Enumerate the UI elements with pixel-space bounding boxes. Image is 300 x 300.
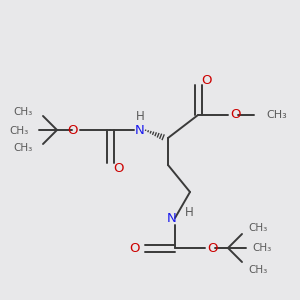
Text: CH₃: CH₃ [14,107,33,117]
Text: CH₃: CH₃ [248,223,267,233]
Text: CH₃: CH₃ [248,265,267,275]
Text: H: H [136,110,144,124]
Text: CH₃: CH₃ [14,143,33,153]
Text: O: O [230,109,241,122]
Text: O: O [113,161,124,175]
Text: N: N [167,212,177,224]
Text: CH₃: CH₃ [252,243,271,253]
Text: O: O [68,124,78,136]
Text: CH₃: CH₃ [266,110,287,120]
Text: O: O [130,242,140,254]
Text: CH₃: CH₃ [10,126,29,136]
Text: H: H [184,206,194,218]
Text: N: N [135,124,145,136]
Text: O: O [201,74,211,88]
Text: O: O [207,242,217,254]
